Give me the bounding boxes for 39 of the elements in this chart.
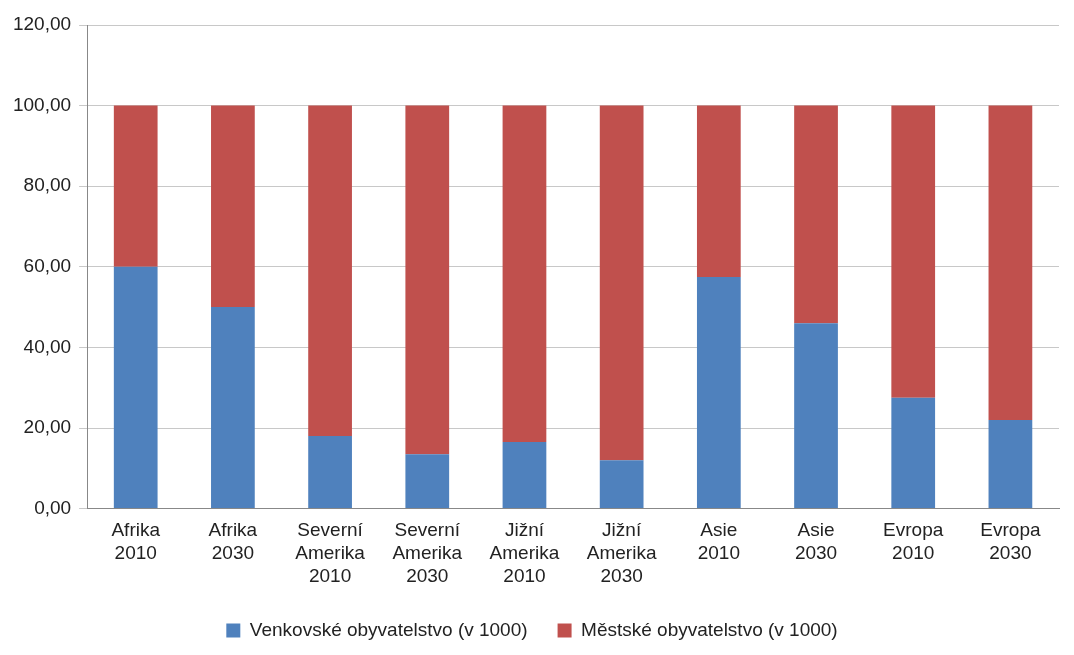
y-tick-label: 120,00 xyxy=(12,13,72,35)
bar xyxy=(502,442,547,509)
x-tick-label: Asie 2030 xyxy=(794,519,838,564)
x-tick-label: Afrika 2030 xyxy=(208,519,258,564)
y-tick-label: 20,00 xyxy=(23,416,72,438)
bar xyxy=(211,307,255,509)
x-tick-label: Severní Amerika 2010 xyxy=(295,519,366,586)
bar xyxy=(113,266,158,509)
legend-label: Městské obyvatelstvo (v 1000) xyxy=(581,618,838,640)
bar xyxy=(891,105,936,398)
bar xyxy=(988,105,1033,420)
bar xyxy=(405,105,450,455)
y-tick-label: 100,00 xyxy=(12,93,72,115)
bar xyxy=(794,105,838,324)
y-tick-label: 80,00 xyxy=(23,174,72,196)
bar xyxy=(891,397,936,509)
x-tick-label: Asie 2010 xyxy=(697,519,740,564)
bar xyxy=(988,419,1033,509)
x-tick-label: Afrika 2010 xyxy=(111,519,161,564)
bar xyxy=(211,105,255,308)
bar xyxy=(599,105,644,461)
bar xyxy=(308,436,352,509)
bar xyxy=(696,276,741,509)
y-tick-label: 40,00 xyxy=(23,335,72,357)
y-tick-label: 0,00 xyxy=(34,496,72,518)
bar xyxy=(502,105,547,443)
legend-label: Venkovské obyvatelstvo (v 1000) xyxy=(249,618,528,640)
bar xyxy=(405,454,450,509)
x-tick-label: Evropa 2010 xyxy=(883,519,944,564)
y-tick-label: 60,00 xyxy=(23,255,72,277)
x-tick-label: Jižní Amerika 2030 xyxy=(586,519,657,586)
x-tick-label: Jižní Amerika 2010 xyxy=(489,519,560,586)
x-tick-label: Evropa 2030 xyxy=(980,519,1041,564)
bar xyxy=(113,105,158,267)
bar xyxy=(599,460,644,509)
bar xyxy=(794,323,838,509)
x-tick-label: Severní Amerika 2030 xyxy=(392,519,463,586)
bar xyxy=(696,105,741,277)
bar xyxy=(308,105,352,437)
